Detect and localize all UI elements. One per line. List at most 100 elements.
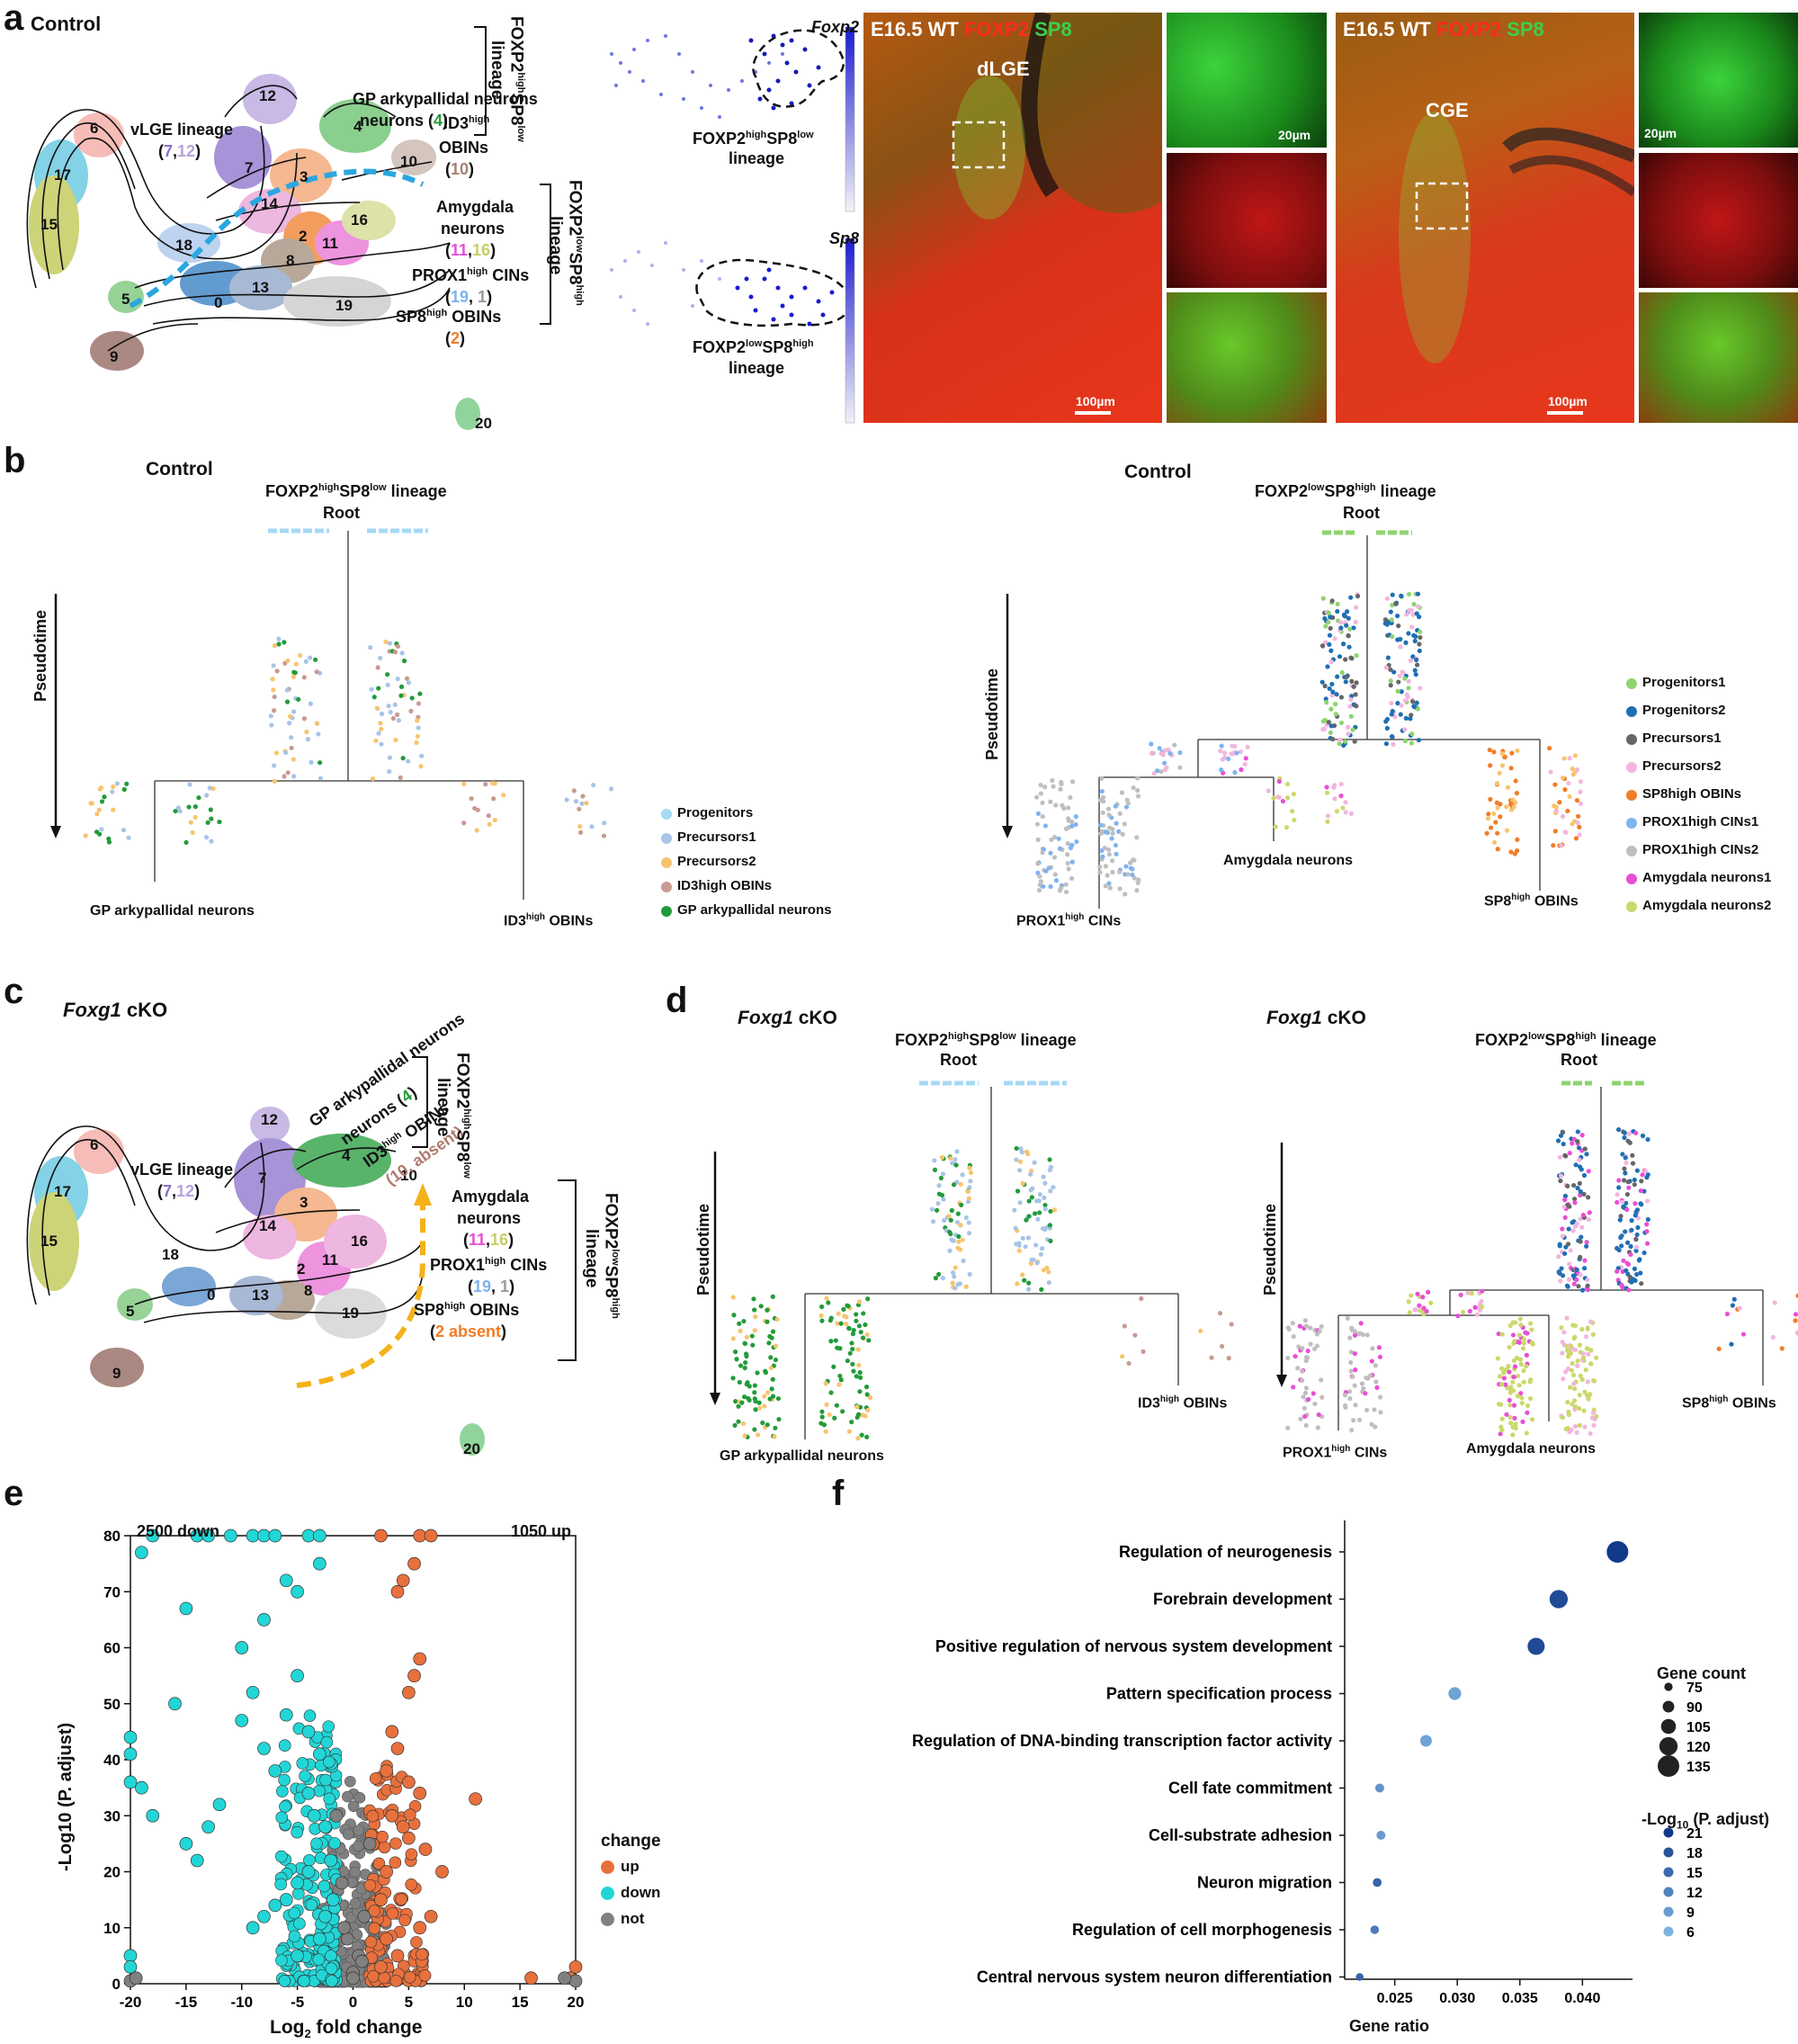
b-cell-dot (383, 639, 389, 645)
b-cell-dot (396, 718, 401, 723)
umap1-lineage-label: FOXP2highSP8low (693, 130, 814, 148)
volcano-xtick-label: 15 (512, 1994, 529, 2011)
d-left-lineage: FOXP2highSP8low lineage (895, 1031, 1077, 1049)
b-cell-dot (1406, 686, 1411, 691)
b-cell-dot (1276, 779, 1282, 784)
b-cell-dot (285, 658, 291, 664)
volcano-point-up (404, 1808, 416, 1821)
volcano-point-down (313, 1556, 327, 1571)
d-cell-dot (740, 1421, 747, 1427)
d-cell-dot (1308, 1341, 1313, 1347)
b-cell-dot (96, 807, 102, 812)
b-cell-dot (1177, 750, 1183, 756)
b-cell-dot (1347, 626, 1353, 632)
b-cell-dot (376, 686, 381, 691)
d-cell-dot (744, 1334, 750, 1340)
d-cell-dot (1047, 1168, 1052, 1173)
d-cell-dot (940, 1275, 946, 1281)
d-cell-dot (1577, 1422, 1582, 1428)
d-cell-dot (1573, 1162, 1579, 1168)
b-cell-dot (1099, 788, 1105, 794)
d-cell-dot (1525, 1331, 1530, 1336)
b-cell-dot (398, 775, 403, 780)
d-cell-dot (1501, 1370, 1507, 1376)
b-cell-dot (1059, 781, 1064, 787)
b-cell-dot (1409, 713, 1414, 718)
d-cell-dot (776, 1416, 782, 1422)
d-cell-dot (1628, 1251, 1633, 1258)
d-cell-dot (1353, 1367, 1358, 1373)
d-cell-dot (1616, 1247, 1622, 1253)
d-cell-dot (1581, 1408, 1587, 1413)
d-cell-dot (1645, 1216, 1650, 1223)
d-cell-dot (1621, 1178, 1627, 1183)
cluster-num-7: 7 (245, 159, 253, 176)
volcano-point-down (257, 1742, 271, 1755)
b-cell-dot (1320, 719, 1326, 724)
b-cell-dot (1069, 842, 1075, 848)
volcano-point-not (355, 1954, 369, 1968)
d-cell-dot (1351, 1418, 1356, 1423)
d-cell-dot (1042, 1206, 1048, 1212)
b-cell-dot (1409, 624, 1415, 630)
volcano-point-down (307, 1808, 321, 1823)
d-cell-dot (1015, 1188, 1021, 1194)
b-cell-dot (94, 829, 100, 835)
b-cell-dot (1234, 750, 1239, 756)
volcano-point-down (123, 1959, 138, 1974)
b-cell-dot (1502, 755, 1507, 760)
d-cell-dot (1619, 1243, 1624, 1249)
d-cell-dot (851, 1368, 856, 1374)
d-cell-dot (960, 1172, 965, 1178)
d-cell-dot (1042, 1180, 1048, 1186)
d-cell-dot (863, 1322, 868, 1328)
b-cell-dot (1390, 634, 1395, 640)
d-cell-dot (1570, 1360, 1575, 1367)
b-cell-dot (1337, 740, 1342, 747)
d-cell-dot (765, 1422, 770, 1428)
b-cell-dot (417, 691, 423, 696)
b-cell-dot (1048, 799, 1053, 804)
b-cell-dot (1491, 749, 1497, 755)
d-cell-dot (736, 1403, 741, 1409)
b-cell-dot (1320, 596, 1326, 601)
b-cell-dot (1508, 849, 1514, 855)
volcano-point-not (346, 1971, 360, 1986)
d-cell-dot (1644, 1198, 1650, 1204)
b-cell-dot (1414, 611, 1419, 616)
cluster-num-20: 20 (475, 415, 492, 432)
b-cell-dot (577, 829, 584, 835)
d-cell-dot (1046, 1280, 1051, 1286)
b-cell-dot (1412, 668, 1418, 673)
d-cell-dot (1048, 1238, 1053, 1243)
d-cell-dot (1563, 1369, 1569, 1375)
d-cell-dot (1560, 1350, 1565, 1356)
b-cell-dot (272, 763, 277, 768)
id3-obins-num: (10) (445, 160, 475, 178)
b-cell-dot (1280, 799, 1285, 804)
b-cell-dot (1341, 612, 1346, 617)
d-cell-dot (953, 1157, 958, 1162)
panel-label-c: c (4, 972, 24, 1011)
b-cell-dot (1408, 658, 1414, 663)
b-cell-dot (1553, 808, 1560, 814)
d-cell-dot (956, 1239, 962, 1244)
b-cell-dot (1406, 607, 1412, 614)
d-cell-dot (1577, 1392, 1582, 1398)
cko-lineage-arrow (296, 1197, 426, 1388)
b-cell-dot (1326, 610, 1331, 615)
volcano-point-up (366, 1809, 380, 1823)
b-cell-dot (1397, 673, 1402, 679)
cluster-15-blob (29, 175, 79, 274)
b-cell-dot (579, 801, 585, 806)
b-cell-dot (296, 696, 301, 703)
b-cell-dot (1402, 676, 1408, 681)
go-term-dot (1549, 1590, 1569, 1609)
d-cell-dot (1635, 1215, 1641, 1221)
d-cell-dot (1455, 1313, 1461, 1319)
volcano-point-not (342, 1828, 354, 1841)
volcano-point-up (369, 1772, 382, 1785)
b-cell-dot (1239, 766, 1244, 773)
d-cell-dot (1319, 1377, 1324, 1383)
d-cell-dot (1729, 1341, 1734, 1347)
